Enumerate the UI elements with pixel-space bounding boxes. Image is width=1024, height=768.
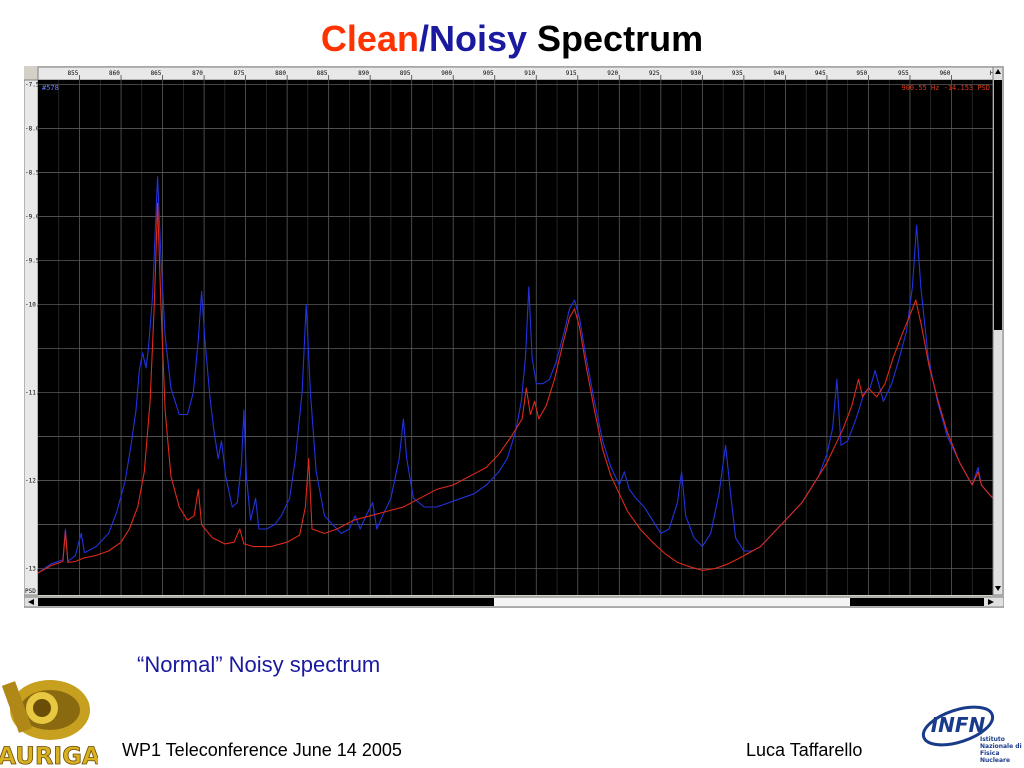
scroll-right-arrow-icon[interactable]: [988, 599, 994, 605]
y-tick-label: -9.5: [25, 257, 40, 264]
x-tick-label: 955: [898, 70, 909, 77]
series-noisy-line: [37, 176, 994, 574]
y-tick-label: -7.5: [25, 81, 40, 88]
series-clean-line: [37, 202, 994, 574]
x-tick-label: 930: [690, 70, 701, 77]
x-tick-label: 905: [483, 70, 494, 77]
top-ruler: [37, 66, 994, 81]
series-lines: [37, 176, 994, 574]
y-tick-label: -8.5: [25, 169, 40, 176]
x-tick-label: 900: [441, 70, 452, 77]
y-tick-label: -8.0: [25, 125, 40, 132]
y-tick-label: -10.: [25, 301, 39, 308]
y-tick-label: -12.: [25, 478, 39, 485]
cursor-readout: 900.55 Hz -14.153 PSD: [901, 84, 990, 92]
left-ruler: [24, 79, 39, 596]
x-tick-label: 915: [566, 70, 577, 77]
vertical-scrollbar-track[interactable]: [992, 66, 1004, 596]
spectrum-chart: 855 860 865 870 875 880 885 890 895 900 905 910 915 9…: [24, 66, 1004, 608]
scroll-down-arrow-icon[interactable]: [995, 586, 1001, 591]
auriga-logo: AURIGA: [0, 672, 98, 768]
horizontal-scrollbar-right-dark[interactable]: [850, 598, 984, 606]
x-tick-label: 925: [649, 70, 660, 77]
vertical-scrollbar-thumb[interactable]: [994, 80, 1002, 330]
y-tick-label: -13.: [25, 566, 39, 573]
slide-title: Clean/Noisy Spectrum: [0, 18, 1024, 60]
infn-logo-text: INFN: [931, 713, 986, 737]
grid-lines: [38, 80, 993, 595]
x-tick-label: 935: [732, 70, 743, 77]
infn-logo-subtitle: Istituto Nazionale di Fisica Nucleare: [980, 736, 1022, 762]
figure-caption: “Normal” Noisy spectrum: [137, 652, 381, 677]
x-tick-label: 860: [109, 70, 120, 77]
x-tick-label: 895: [400, 70, 411, 77]
x-tick-label: 880: [275, 70, 286, 77]
spectrum-plot-window: 855 860 865 870 875 880 885 890 895 900 905 910 915 9…: [24, 66, 1004, 608]
footer-event: WP1 Teleconference June 14 2005: [122, 740, 402, 760]
title-noisy: Noisy: [428, 18, 528, 59]
x-tick-label: 910: [524, 70, 535, 77]
scroll-up-arrow-icon[interactable]: [995, 69, 1001, 74]
y-tick-label: -11.: [25, 390, 39, 397]
title-clean: Clean: [320, 18, 419, 59]
x-tick-labels: 855 860 865 870 875 880 885 890 895 900 905 910 915 9…: [68, 70, 998, 80]
auriga-logo-text: AURIGA: [0, 742, 98, 768]
title-separator: /: [418, 18, 429, 59]
trace-id-label: #578: [42, 84, 59, 92]
scroll-left-arrow-icon[interactable]: [28, 599, 34, 605]
x-tick-label: 920: [607, 70, 618, 77]
y-tick-labels: -7.5 -8.0 -8.5 -9.0 -9.5 -10. -11. -12. -13.: [25, 81, 40, 572]
x-tick-label: 855: [68, 70, 79, 77]
x-tick-label: 865: [151, 70, 162, 77]
x-tick-label: 870: [192, 70, 203, 77]
infn-logo: INFN Istituto Nazionale di Fisica Nuclea…: [921, 705, 1022, 762]
x-tick-label: 950: [856, 70, 867, 77]
footer-author: Luca Taffarello: [746, 740, 863, 760]
y-unit-label: PSD: [25, 588, 36, 595]
title-spectrum: Spectrum: [527, 18, 704, 59]
horizontal-scrollbar-thumb[interactable]: [494, 598, 850, 606]
x-tick-label: 875: [234, 70, 245, 77]
x-tick-label: 940: [773, 70, 784, 77]
horizontal-scrollbar-left-dark[interactable]: [38, 598, 494, 606]
y-tick-label: -9.0: [25, 213, 40, 220]
x-tick-label: 960: [939, 70, 950, 77]
x-tick-label: 890: [358, 70, 369, 77]
x-tick-label: 945: [815, 70, 826, 77]
x-tick-label: 885: [317, 70, 328, 77]
